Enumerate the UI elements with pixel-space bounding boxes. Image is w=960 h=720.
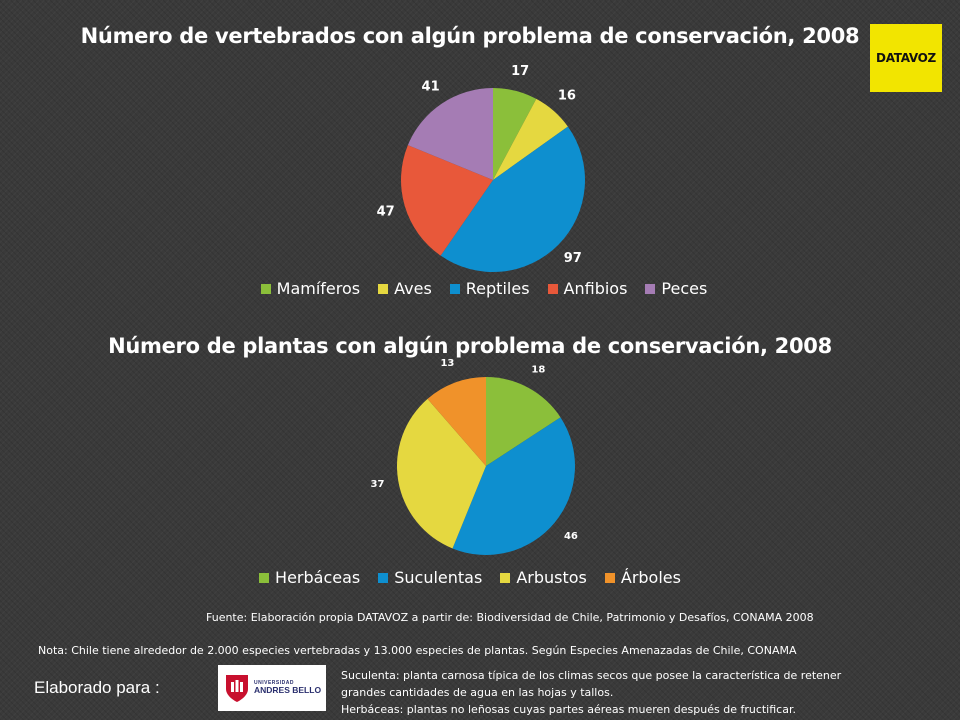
vertebrates-legend-item-2: Reptiles <box>449 279 530 298</box>
definitions: Suculenta: planta carnosa típica de los … <box>341 667 941 718</box>
vertebrates-legend-label-2: Reptiles <box>465 279 530 298</box>
plants-slice-3 <box>427 377 486 466</box>
vertebrates-slice-4 <box>407 88 493 180</box>
plants-slice-1 <box>452 417 575 555</box>
vertebrates-slice-1 <box>493 98 568 180</box>
vertebrates-legend-label-1: Aves <box>394 279 432 298</box>
vertebrates-legend-item-0: Mamíferos <box>260 279 361 298</box>
species-note: Nota: Chile tiene alrededor de 2.000 esp… <box>38 644 797 657</box>
plants-legend-swatch-1 <box>378 572 389 583</box>
plants-data-label-2: 37 <box>371 479 385 490</box>
plants-chart-title: Número de plantas con algún problema de … <box>108 334 832 358</box>
plants-data-label-1: 46 <box>564 531 578 542</box>
vertebrates-slice-3 <box>401 145 493 256</box>
vertebrates-legend: Mamíferos Aves Reptiles Anfibios Peces <box>4 279 960 298</box>
vertebrates-legend-swatch-2 <box>449 283 460 294</box>
plants-data-label-0: 18 <box>531 364 545 375</box>
vertebrates-legend-swatch-0 <box>260 283 271 294</box>
definition-herbaceas: Herbáceas: plantas no leñosas cuyas part… <box>341 703 796 716</box>
made-for-label: Elaborado para : <box>34 678 160 697</box>
plants-legend-label-3: Árboles <box>620 568 681 587</box>
university-emblem-icon <box>226 675 248 702</box>
vertebrates-slice-2 <box>440 126 585 273</box>
vertebrates-data-label-0: 17 <box>511 64 529 79</box>
vertebrates-chart-title: Número de vertebrados con algún problema… <box>80 24 860 48</box>
plants-slice-2 <box>397 398 486 549</box>
plants-legend-item-2: Arbustos <box>500 568 587 587</box>
datavoz-logo-text: DATAVOZ <box>876 51 936 65</box>
vertebrates-legend-label-0: Mamíferos <box>276 279 361 298</box>
vertebrates-legend-label-3: Anfibios <box>563 279 628 298</box>
source-note: Fuente: Elaboración propia DATAVOZ a par… <box>206 611 814 624</box>
plants-legend-item-1: Suculentas <box>378 568 482 587</box>
plants-legend-swatch-3 <box>604 572 615 583</box>
university-small-label: UNIVERSIDAD <box>254 679 294 686</box>
vertebrates-legend-item-1: Aves <box>378 279 432 298</box>
vertebrates-legend-item-4: Peces <box>645 279 707 298</box>
vertebrates-data-label-3: 47 <box>377 204 395 219</box>
vertebrates-legend-label-4: Peces <box>661 279 708 298</box>
plants-slice-0 <box>486 377 561 466</box>
vertebrates-legend-item-3: Anfibios <box>547 279 628 298</box>
vertebrates-slice-0 <box>493 88 537 180</box>
university-name: ANDRES BELLO <box>254 685 322 696</box>
vertebrates-data-label-1: 16 <box>558 88 576 103</box>
vertebrates-legend-swatch-3 <box>547 283 558 294</box>
plants-legend-label-0: Herbáceas <box>275 568 361 587</box>
vertebrates-data-label-4: 41 <box>422 79 440 94</box>
plants-legend-swatch-0 <box>259 572 270 583</box>
definition-suculenta-line-1: Suculenta: planta carnosa típica de los … <box>341 669 842 682</box>
vertebrates-legend-swatch-1 <box>378 283 389 294</box>
plants-legend-swatch-2 <box>500 572 511 583</box>
plants-legend-label-1: Suculentas <box>394 568 483 587</box>
plants-legend-item-3: Árboles <box>604 568 681 587</box>
vertebrates-data-label-2: 97 <box>564 251 582 266</box>
plants-legend-label-2: Arbustos <box>516 568 587 587</box>
plants-legend-item-0: Herbáceas <box>259 568 360 587</box>
datavoz-logo: DATAVOZ <box>870 24 942 92</box>
plants-data-label-3: 13 <box>440 358 454 369</box>
university-logo: UNIVERSIDAD ANDRES BELLO <box>218 665 326 711</box>
vertebrates-legend-swatch-4 <box>645 283 656 294</box>
definition-suculenta-line-2: grandes cantidades de agua en las hojas … <box>341 686 614 699</box>
plants-legend: Herbáceas Suculentas Arbustos Árboles <box>0 568 950 587</box>
